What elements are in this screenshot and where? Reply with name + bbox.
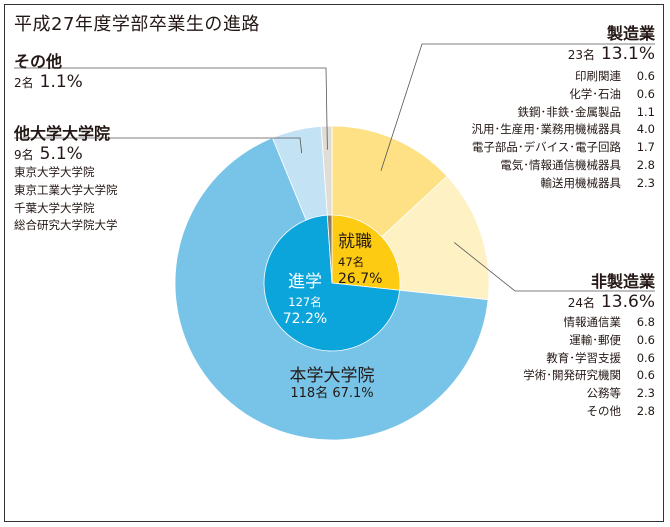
hiseizo-row-label: その他 — [586, 403, 622, 418]
hiseizo-row-label: 教育･学習支援 — [546, 350, 621, 365]
seizo-row: 電気･情報通信機械器具 2.8 — [472, 157, 655, 175]
leader-tainin — [14, 137, 303, 154]
hiseizo-row: 運輸･郵便 0.6 — [523, 332, 655, 350]
hiseizo-row: 学術･開発研究機関 0.6 — [523, 367, 655, 385]
leader-hiseizo — [453, 242, 655, 292]
seizo-row: 汎用･生産用･業務用機械器具 4.0 — [472, 121, 656, 139]
label-honin-count-pct: 118名 67.1% — [290, 385, 373, 401]
label-shushoku-name: 就職 — [338, 232, 372, 252]
label-shingaku-name: 進学 — [288, 272, 322, 292]
seizo-row-label: 化学･石油 — [569, 86, 621, 101]
seizo-row-label: 輸送用機械器具 — [540, 175, 622, 190]
hiseizo-row-value: 2.3 — [636, 386, 655, 401]
seizo-row: 輸送用機械器具 2.3 — [472, 175, 656, 193]
seizo-row-value: 1.7 — [636, 140, 655, 155]
hiseizo-row-value: 2.8 — [636, 403, 655, 418]
seizo-row: 電子部品･デバイス･電子回路 1.7 — [471, 139, 655, 157]
seizo-breakdown-list: 印刷関連 0.6 化学･石油 0.6 鉄鋼･非鉄･金属製品 1.1 汎用･生産用･業務用機械… — [472, 68, 656, 193]
label-seizo-name: 製造業 — [606, 24, 655, 43]
chart-title: 平成27年度学部卒業生の進路 — [14, 14, 260, 35]
hiseizo-row: 情報通信業 6.8 — [523, 314, 656, 332]
label-shingaku-pct: 72.2% — [283, 311, 327, 327]
hiseizo-row-value: 0.6 — [636, 350, 655, 365]
tainin-school-item: 東京工業大学大学院 — [14, 182, 118, 197]
seizo-row-label: 電気･情報通信機械器具 — [500, 157, 621, 172]
hiseizo-row: 教育･学習支援 0.6 — [523, 350, 655, 368]
hiseizo-row-value: 0.6 — [636, 332, 655, 347]
hiseizo-row-label: 情報通信業 — [563, 315, 622, 329]
label-hiseizo-name: 非製造業 — [590, 272, 655, 291]
seizo-row: 鉄鋼･非鉄･金属製品 1.1 — [472, 104, 656, 122]
hiseizo-row: その他 2.8 — [523, 403, 656, 421]
label-hiseizo-count: 24名 — [567, 296, 595, 310]
seizo-row: 化学･石油 0.6 — [472, 86, 655, 104]
hiseizo-row-label: 学術･開発研究機関 — [523, 368, 621, 383]
label-hiseizo-group: 非製造業 24名 13.6% — [568, 268, 655, 312]
seizo-row-value: 2.8 — [636, 157, 655, 172]
label-honin-name: 本学大学院 — [290, 366, 375, 386]
label-seizo-pct: 13.1% — [600, 44, 655, 64]
label-hiseizo-pct: 13.6% — [600, 292, 655, 312]
seizo-row-label: 印刷関連 — [575, 69, 621, 83]
label-tainin-pct: 5.1% — [39, 144, 83, 164]
chart-frame — [4, 4, 664, 522]
tainin-school-item: 総合研究大学院大学 — [14, 218, 118, 233]
hiseizo-row-label: 公務等 — [586, 386, 622, 401]
label-tainin-group: 他大学大学院 9名 5.1% 東京大学大学院東京工業大学大学院 千葉大学大学院総合研… — [14, 120, 118, 235]
label-tainin-count: 9名 — [14, 148, 34, 162]
slice-inner-sonota — [326, 214, 333, 284]
label-shushoku-pct: 26.7% — [338, 271, 382, 287]
label-shushoku-count: 47名 — [338, 255, 364, 269]
seizo-row-label: 汎用･生産用･業務用機械器具 — [471, 122, 622, 137]
tainin-school-item: 千葉大学大学院 — [14, 200, 95, 215]
label-tainin-name: 他大学大学院 — [14, 124, 111, 143]
hiseizo-row-value: 0.6 — [636, 368, 655, 383]
leader-seizo — [380, 43, 655, 171]
tainin-school-list: 東京大学大学院東京工業大学大学院 千葉大学大学院総合研究大学院大学 — [14, 164, 118, 235]
label-sonota-pct: 1.1% — [39, 72, 83, 92]
label-seizo-count: 23名 — [567, 48, 595, 62]
label-seizo-group: 製造業 23名 13.1% — [568, 20, 655, 64]
seizo-row-value: 0.6 — [636, 86, 655, 101]
label-shingaku-count: 127名 — [288, 295, 321, 309]
seizo-row-value: 2.3 — [636, 175, 655, 190]
tainin-school-item: 東京大学大学院 — [14, 165, 95, 179]
seizo-row-value: 0.6 — [636, 69, 655, 83]
seizo-row-value: 1.1 — [636, 104, 655, 119]
label-sonota-name: その他 — [14, 52, 63, 71]
seizo-row: 印刷関連 0.6 — [472, 68, 655, 86]
seizo-row-label: 鉄鋼･非鉄･金属製品 — [517, 104, 622, 119]
hiseizo-row: 公務等 2.3 — [523, 385, 656, 403]
hiseizo-breakdown-list: 情報通信業 6.8 運輸･郵便 0.6 教育･学習支援 0.6 学術･開発研究機関 0.6 公務… — [523, 314, 655, 421]
seizo-row-label: 電子部品･デバイス･電子回路 — [471, 140, 621, 155]
slice-shushoku — [331, 214, 401, 291]
seizo-row-value: 4.0 — [636, 122, 655, 137]
leader-sonota — [14, 67, 328, 150]
hiseizo-row-value: 6.8 — [636, 315, 655, 329]
label-sonota-count: 2名 — [14, 76, 34, 90]
hiseizo-row-label: 運輸･郵便 — [569, 332, 621, 347]
label-sonota-group: その他 2名 1.1% — [14, 48, 83, 92]
slice-shingaku — [263, 214, 401, 352]
